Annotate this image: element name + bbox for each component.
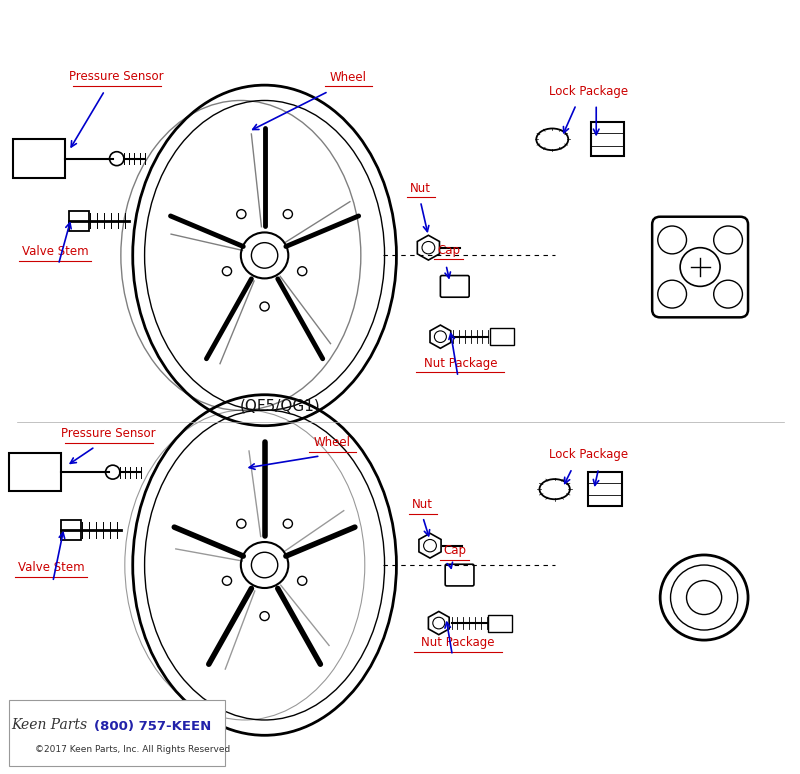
Text: Keen Parts: Keen Parts [10, 718, 87, 732]
Text: ©2017 Keen Parts, Inc. All Rights Reserved: ©2017 Keen Parts, Inc. All Rights Reserv… [35, 745, 230, 754]
Circle shape [241, 542, 288, 588]
FancyBboxPatch shape [490, 328, 514, 345]
FancyBboxPatch shape [69, 211, 89, 231]
Ellipse shape [536, 128, 568, 150]
Circle shape [670, 565, 738, 630]
Circle shape [237, 210, 246, 218]
Text: Nut: Nut [410, 182, 431, 195]
Text: (800) 757-KEEN: (800) 757-KEEN [94, 720, 211, 732]
Circle shape [260, 611, 269, 621]
Circle shape [110, 152, 124, 166]
Circle shape [434, 331, 446, 343]
FancyBboxPatch shape [588, 472, 622, 506]
Circle shape [422, 241, 434, 254]
FancyBboxPatch shape [9, 700, 225, 766]
Circle shape [660, 555, 748, 640]
Circle shape [222, 267, 231, 276]
Circle shape [680, 248, 720, 286]
Circle shape [222, 577, 231, 585]
Text: Nut Package: Nut Package [424, 357, 497, 370]
Text: Valve Stem: Valve Stem [22, 245, 89, 258]
Circle shape [424, 539, 436, 552]
Text: Cap: Cap [437, 244, 460, 257]
Circle shape [237, 519, 246, 528]
FancyBboxPatch shape [652, 217, 748, 317]
Circle shape [251, 553, 278, 577]
Circle shape [686, 580, 722, 615]
Polygon shape [429, 611, 449, 635]
FancyBboxPatch shape [9, 453, 61, 491]
FancyBboxPatch shape [13, 139, 65, 178]
Text: Wheel: Wheel [314, 436, 351, 449]
Text: Nut: Nut [412, 498, 434, 511]
Circle shape [714, 280, 742, 308]
Text: Cap: Cap [443, 544, 466, 557]
Circle shape [714, 226, 742, 254]
Circle shape [433, 618, 445, 628]
Text: Wheel: Wheel [330, 70, 367, 84]
Text: Pressure Sensor: Pressure Sensor [62, 426, 156, 440]
Ellipse shape [539, 479, 570, 499]
FancyBboxPatch shape [488, 615, 512, 632]
Circle shape [241, 232, 288, 279]
Text: (QF5/QG1): (QF5/QG1) [240, 399, 321, 414]
Text: Valve Stem: Valve Stem [18, 561, 85, 574]
Circle shape [298, 267, 307, 276]
Circle shape [251, 243, 278, 268]
Text: Pressure Sensor: Pressure Sensor [70, 70, 164, 83]
Circle shape [260, 302, 269, 311]
Polygon shape [418, 235, 439, 260]
Circle shape [658, 226, 686, 254]
FancyBboxPatch shape [590, 122, 624, 156]
Circle shape [283, 519, 293, 528]
FancyBboxPatch shape [440, 276, 469, 297]
Circle shape [106, 465, 120, 479]
Circle shape [658, 280, 686, 308]
Polygon shape [419, 533, 441, 558]
Text: Lock Package: Lock Package [549, 447, 628, 461]
Text: Lock Package: Lock Package [549, 85, 628, 98]
FancyBboxPatch shape [61, 520, 81, 540]
FancyBboxPatch shape [445, 564, 474, 586]
Polygon shape [430, 325, 450, 348]
Text: Nut Package: Nut Package [422, 635, 494, 649]
Circle shape [283, 210, 293, 218]
Circle shape [298, 577, 307, 585]
